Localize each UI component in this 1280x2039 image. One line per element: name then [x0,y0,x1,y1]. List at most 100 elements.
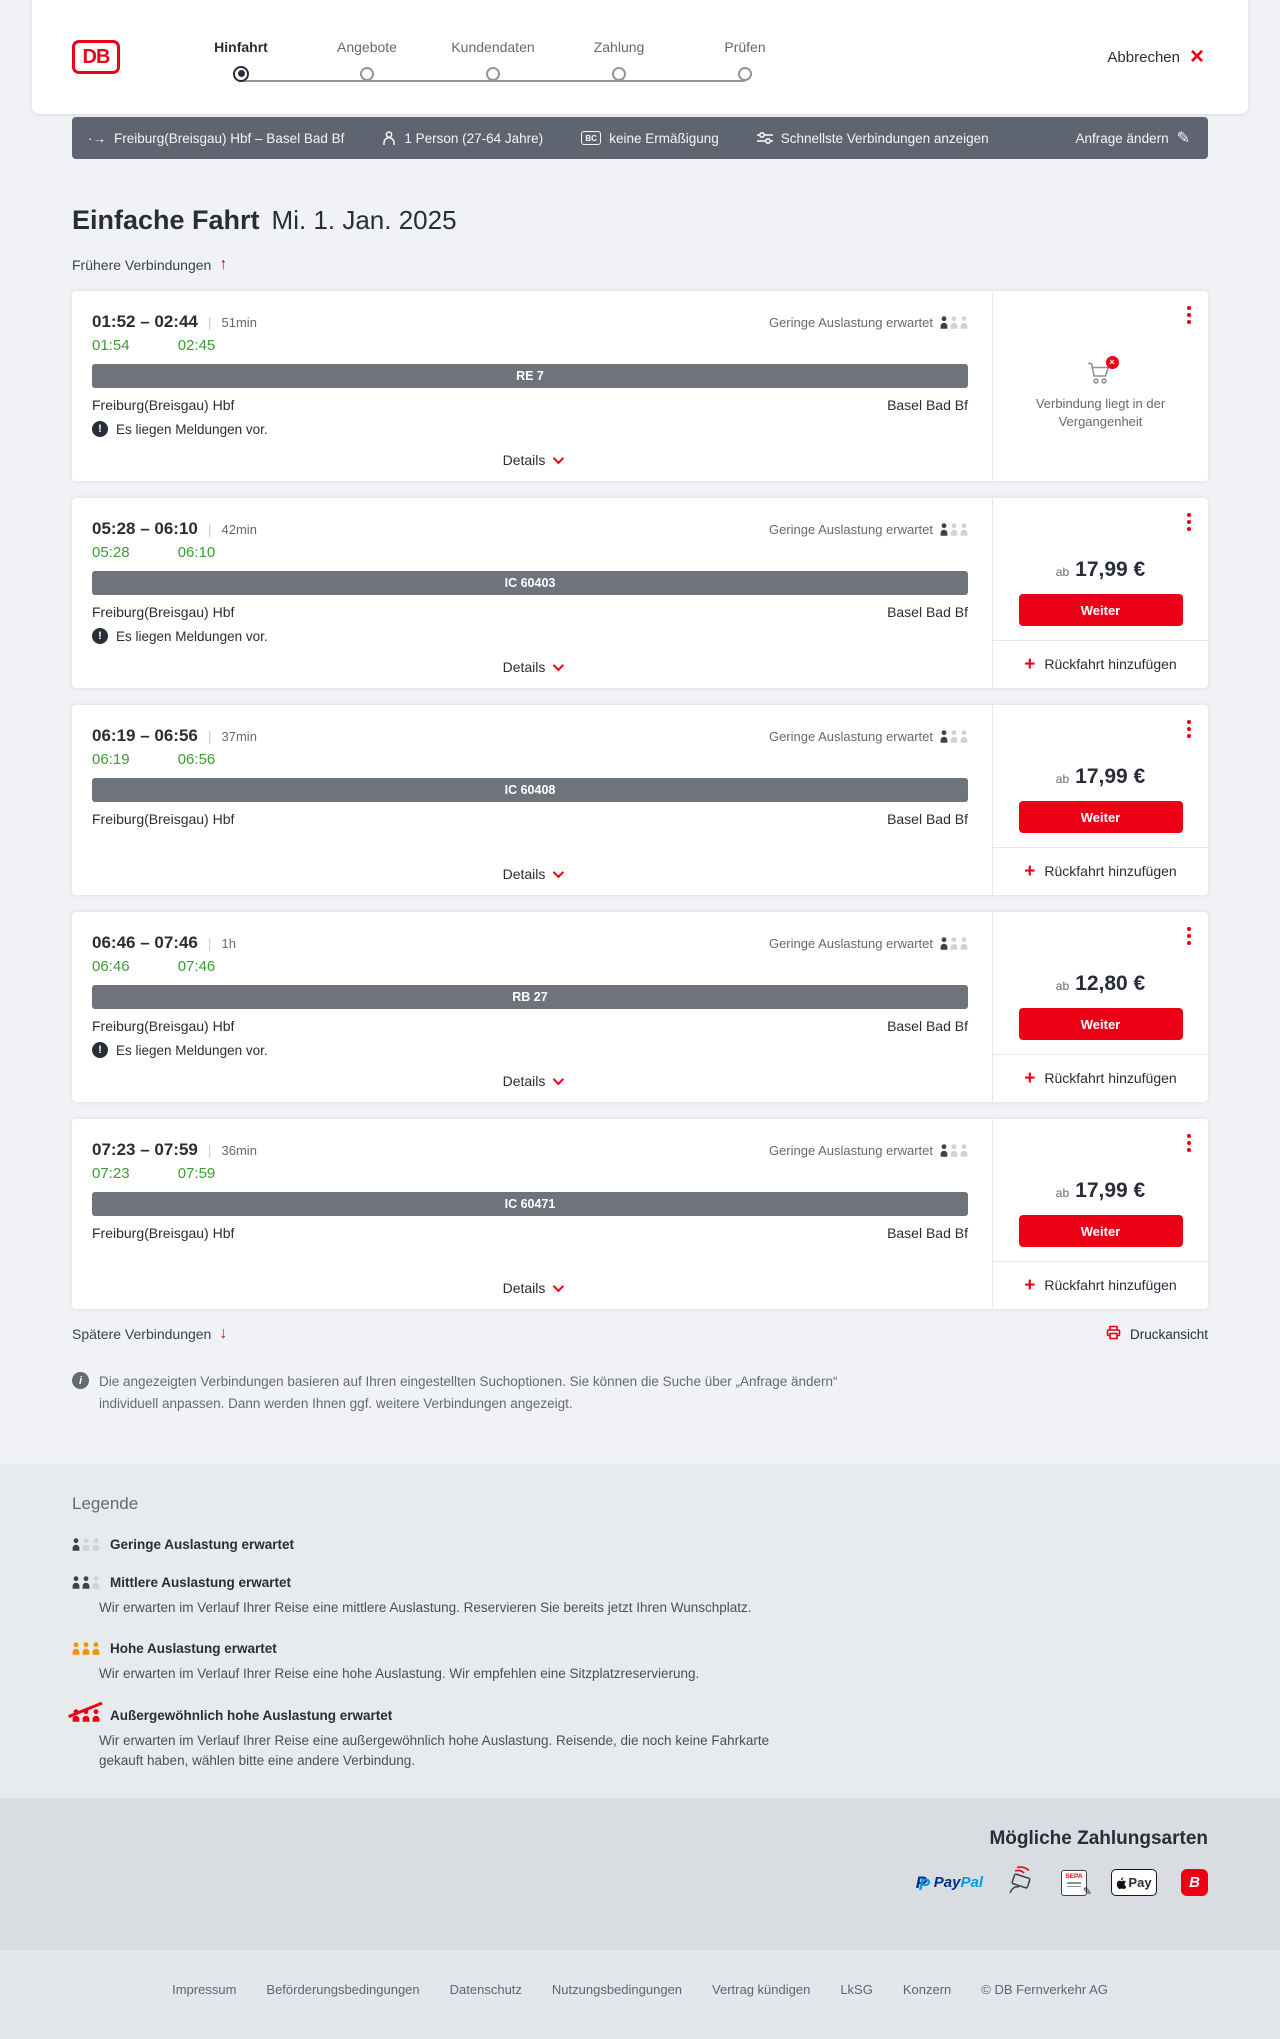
later-connections-link[interactable]: Spätere Verbindungen ↓ [72,1325,227,1343]
details-label: Details [502,659,546,675]
connection-side-panel: ab 17,99 € Weiter + Rückfahrt hinzufügen [992,705,1208,895]
db-logo-icon[interactable]: DB [72,40,120,74]
separator: | [207,1142,212,1158]
details-label: Details [502,1073,546,1089]
add-return-button[interactable]: + Rückfahrt hinzufügen [993,640,1208,687]
route-summary[interactable]: ·→ Freiburg(Breisgau) Hbf – Basel Bad Bf [88,131,344,146]
warning-icon: ! [92,421,108,437]
train-segment-bar[interactable]: RE 7 [92,364,968,388]
footer-link[interactable]: Impressum [172,1982,237,1998]
train-segment-bar[interactable]: IC 60403 [92,571,968,595]
details-button[interactable]: Details [72,866,992,882]
footer-link[interactable]: Datenschutz [449,1982,522,1998]
stepper-step-label: Zahlung [593,38,645,55]
change-request-button[interactable]: Anfrage ändern ✎ [1076,128,1190,148]
passenger-summary[interactable]: 1 Person (27-64 Jahre) [382,131,543,146]
train-label: IC 60403 [504,576,556,590]
details-button[interactable]: Details [72,452,992,468]
separator: | [207,314,212,330]
occupancy-label: Geringe Auslastung erwartet [768,729,933,744]
continue-button[interactable]: Weiter [1018,1008,1183,1040]
connection-duration: 37min [221,729,257,744]
add-return-button[interactable]: + Rückfahrt hinzufügen [993,847,1208,894]
earlier-connections-link[interactable]: Frühere Verbindungen ↑ [72,256,227,274]
connection-duration: 51min [221,315,257,330]
print-view-link[interactable]: Druckansicht [1106,1325,1208,1343]
connection-side-panel: × Verbindung liegt in der Vergangenheit [992,291,1208,481]
route-label: Freiburg(Breisgau) Hbf – Basel Bad Bf [114,130,345,146]
chevron-down-icon [553,866,565,879]
more-options-button[interactable] [1185,718,1193,740]
stepper-step[interactable]: Hinfahrt [178,39,304,82]
train-segment-bar[interactable]: IC 60471 [92,1192,968,1216]
sepa-icon[interactable]: SEPA ✎ [1061,1869,1092,1898]
occupancy-icon [940,523,968,536]
connection-card: 05:28 – 06:10 | 42min Geringe Auslastung… [72,498,1208,688]
train-segment-bar[interactable]: IC 60408 [92,778,968,802]
footer-link[interactable]: Vertrag kündigen [712,1982,811,1998]
continue-button[interactable]: Weiter [1018,1215,1183,1247]
fastest-connections-toggle[interactable]: Schnellste Verbindungen anzeigen [756,131,989,146]
details-button[interactable]: Details [72,1073,992,1089]
legend-item-label: Hohe Auslastung erwartet [110,1641,277,1657]
origin-station: Freiburg(Breisgau) Hbf [92,397,235,413]
continue-button[interactable]: Weiter [1018,594,1183,626]
stepper-step-label: Hinfahrt [214,38,268,55]
connection-card: 06:19 – 06:56 | 37min Geringe Auslastung… [72,705,1208,895]
cancel-button[interactable]: Abbrechen × [1107,45,1204,69]
discount-summary[interactable]: BC keine Ermäßigung [581,131,719,146]
continue-button[interactable]: Weiter [1018,801,1183,833]
train-segment-bar[interactable]: RB 27 [92,985,968,1009]
close-icon: × [1189,43,1204,70]
add-return-button[interactable]: + Rückfahrt hinzufügen [993,1261,1208,1308]
details-label: Details [502,1280,546,1296]
stepper-step-dot [486,66,500,81]
change-request-label: Anfrage ändern [1075,130,1169,146]
occupancy-icon [72,1538,100,1551]
print-view-label: Druckansicht [1129,1326,1208,1342]
messages-label: Es liegen Meldungen vor. [116,628,268,644]
stepper-step[interactable]: Kundendaten [430,39,556,82]
list-footer-row: Spätere Verbindungen ↓ Druckansicht [72,1325,1208,1343]
legend-item-desc: Wir erwarten im Verlauf Ihrer Reise eine… [99,1600,752,1616]
more-options-button[interactable] [1185,925,1193,947]
footer-link[interactable]: Konzern [902,1982,952,1998]
apple-pay-icon[interactable]: Pay [1111,1869,1157,1897]
more-options-button[interactable] [1185,304,1193,326]
stepper-step-dot [360,66,374,81]
details-button[interactable]: Details [72,659,992,675]
train-label: IC 60471 [504,1197,556,1211]
add-return-label: Rückfahrt hinzufügen [1044,656,1177,672]
footer-link[interactable]: Beförderungsbedingungen [266,1982,420,1998]
occupancy-indicator: Geringe Auslastung erwartet [769,729,968,744]
price-block: ab 17,99 € Weiter [993,498,1208,640]
footer-link[interactable]: LkSG [840,1982,873,1998]
stepper-step-dot [233,65,249,82]
search-options-note-text: Die angezeigten Verbindungen basieren au… [99,1374,838,1411]
realtime-times: 06:46 07:46 [92,958,968,975]
occupancy-icon [72,1708,100,1722]
contactless-payment-icon[interactable] [1007,1866,1037,1899]
realtime-times: 05:28 06:10 [92,544,968,561]
stepper-step[interactable]: Prüfen [682,39,808,82]
more-options-button[interactable] [1185,511,1193,533]
stepper-step[interactable]: Zahlung [556,39,682,82]
stepper-step[interactable]: Angebote [304,39,430,82]
add-return-button[interactable]: + Rückfahrt hinzufügen [993,1054,1208,1101]
footer-link[interactable]: Nutzungsbedingungen [551,1982,683,1998]
legend-item-label: Außergewöhnlich hohe Auslastung erwartet [110,1707,393,1723]
realtime-times: 06:19 06:56 [92,751,968,768]
person-icon [382,130,396,146]
price-prefix: ab [1055,1186,1070,1200]
more-options-button[interactable] [1185,1132,1193,1154]
bahn-bonus-icon[interactable]: B [1181,1869,1208,1897]
chevron-down-icon [553,1280,565,1293]
connection-side-panel: ab 17,99 € Weiter + Rückfahrt hinzufügen [992,1119,1208,1309]
past-connection-note: × Verbindung liegt in der Vergangenheit [993,291,1208,481]
legend-section: Legende Geringe Auslastung erwartet Mitt… [0,1464,1280,1799]
stepper-step-label: Prüfen [724,38,766,55]
warning-icon: ! [92,628,108,644]
details-button[interactable]: Details [72,1280,992,1296]
train-label: IC 60408 [504,783,556,797]
